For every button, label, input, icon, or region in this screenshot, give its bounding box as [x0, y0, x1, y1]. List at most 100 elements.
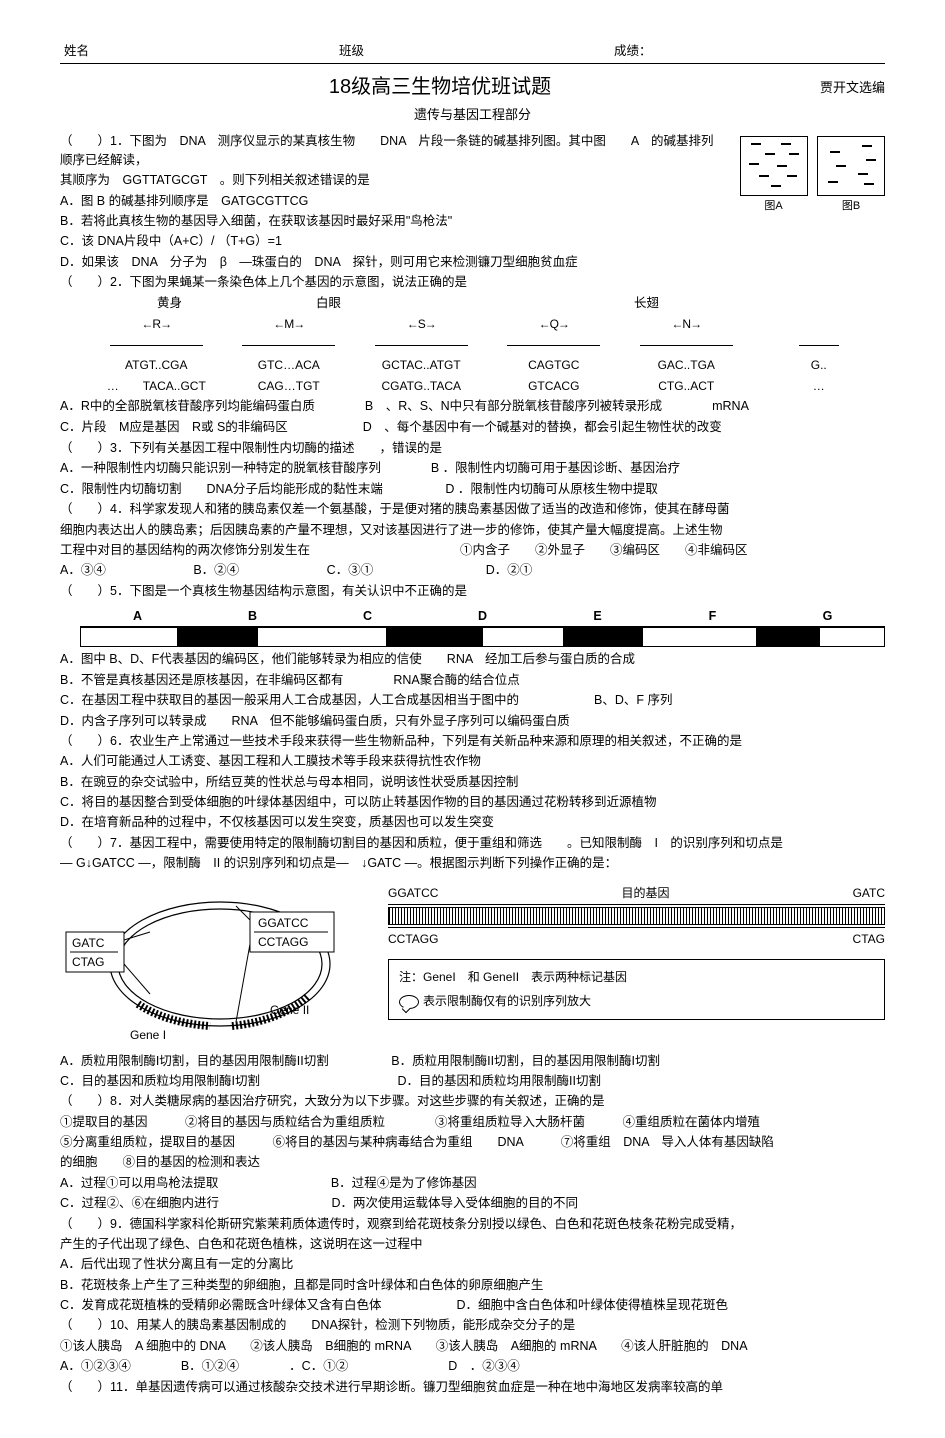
q2-arrow-4: ←N→ — [671, 317, 701, 331]
note-line-2: 表示限制酶仅有的识别序列放大 — [423, 994, 591, 1008]
target-right-top: GATC — [853, 884, 885, 903]
q9-stem-1: （ ）9．德国科学家科伦斯研究紫茉莉质体遗传时，观察到给花斑枝条分别授以绿色、白… — [60, 1215, 885, 1234]
q2-seq1-5: G.. — [753, 356, 886, 375]
figure-b: 图B — [817, 136, 885, 215]
q9-stem-2: 产生的子代出现了绿色、白色和花斑色植株，这说明在这一过程中 — [60, 1235, 885, 1254]
q2-seq2-1: CAG…TGT — [223, 377, 356, 396]
q9-opt-a: A．后代出现了性状分离且有一定的分离比 — [60, 1255, 885, 1274]
q5-schematic: ABCDEFG — [80, 607, 885, 646]
q10-stem: （ ）10、用某人的胰岛素基因制成的 DNA探针，检测下列物质，能形成杂交分子的… — [60, 1316, 885, 1335]
q6-stem: （ ）6．农业生产上常通过一些技术手段来获得一些生物新品种，下列是有关新品种来源… — [60, 732, 885, 751]
q1-opt-b: B．若将此真核生物的基因导入细菌，在获取该基因时最好采用"鸟枪法" — [60, 212, 885, 231]
q1-opt-d: D．如果该 DNA 分子为 β —珠蛋白的 DNA 探针，则可用它来检测镰刀型细… — [60, 253, 885, 272]
q6-opt-c: C．将目的基因整合到受体细胞的叶绿体基因组中，可以防止转基因作物的目的基因通过花… — [60, 793, 885, 812]
q6-opt-b: B．在豌豆的杂交试验中，所结豆荚的性状总与母本相同，说明该性状受质基因控制 — [60, 773, 885, 792]
q6-opt-d: D．在培育新品种的过程中，不仅核基因可以发生突变，质基因也可以发生突变 — [60, 813, 885, 832]
q2-gene-header: 黄身 白眼 长翅 — [90, 294, 885, 313]
q2-bar-row — [90, 335, 885, 354]
q8-steps-2: ⑤分离重组质粒，提取目的基因 ⑥将目的基因与某种病毒结合为重组 DNA ⑦将重组… — [60, 1133, 885, 1152]
q2-seq2-4: CTG..ACT — [620, 377, 753, 396]
q7-opt-ab: A．质粒用限制酶I切割，目的基因用限制酶II切割 B．质粒用限制酶II切割，目的… — [60, 1052, 885, 1071]
target-left-bot: CCTAGG — [388, 930, 438, 949]
q8-opt-cd: C．过程②、⑥在细胞内进行 D．两次使用运载体导入受体细胞的目的不同 — [60, 1194, 885, 1213]
q7-opt-cd: C．目的基因和质粒均用限制酶I切割 D．目的基因和质粒均用限制酶II切割 — [60, 1072, 885, 1091]
svg-text:Gene I: Gene I — [130, 1028, 166, 1042]
q2-seq1-0: ATGT..CGA — [90, 356, 223, 375]
svg-text:CCTAGG: CCTAGG — [258, 935, 308, 949]
q5-stem: （ ）5．下图是一个真核生物基因结构示意图，有关认识中不正确的是 — [60, 582, 885, 601]
svg-text:Gene II: Gene II — [270, 1003, 309, 1017]
plasmid-diagram: GATC CTAG GGATCC CCTAGG Gene I Gene II — [60, 884, 370, 1044]
q2-head-0: 黄身 — [90, 294, 249, 313]
header-score: 成绩： — [610, 40, 885, 63]
q2-seq1-3: CAGTGC — [488, 356, 621, 375]
q10-opts: A．①②③④ B．①②④ ．C．①② D ．②③④ — [60, 1357, 885, 1376]
q2-arrow-2: ←S→ — [407, 317, 436, 331]
q1-opt-c: C．该 DNA片段中（A+C）/ （T+G）=1 — [60, 232, 885, 251]
title-row: 贾开文选编 18级高三生物培优班试题 — [60, 72, 885, 103]
q10-list: ①该人胰岛 A 细胞中的 DNA ②该人胰岛 B细胞的 mRNA ③该人胰岛 A… — [60, 1337, 885, 1356]
q2-head-3: 长翅 — [567, 294, 726, 313]
q2-head-1: 白眼 — [249, 294, 408, 313]
author: 贾开文选编 — [820, 78, 885, 98]
q2-arrow-row: ←R→ ←M→ ←S→ ←Q→ ←N→ — [90, 315, 885, 334]
q3-opt-ab: A．一种限制性内切酶只能识别一种特定的脱氧核苷酸序列 B ．限制性内切酶可用于基… — [60, 459, 885, 478]
q2-head-2 — [408, 294, 567, 313]
q2-seq2-2: CGATG..TACA — [355, 377, 488, 396]
q9-opt-cd: C．发育成花斑植株的受精卵必需既含叶绿体又含有白色体 D．细胞中含白色体和叶绿体… — [60, 1296, 885, 1315]
figure-b-label: 图B — [817, 198, 885, 215]
q2-arrow-0: ←R→ — [141, 317, 171, 331]
q7-diagram-row: GATC CTAG GGATCC CCTAGG Gene I Gene II G… — [60, 884, 885, 1044]
speech-bubble-icon — [399, 995, 419, 1009]
q6-opt-a: A．人们可能通过人工诱变、基因工程和人工膜技术等手段来获得抗性农作物 — [60, 752, 885, 771]
q4-stem-1: （ ）4．科学家发现人和猪的胰岛素仅差一个氨基酸，于是便对猪的胰岛素基因做了适当… — [60, 500, 885, 519]
main-title: 18级高三生物培优班试题 — [329, 72, 551, 103]
q2-stem: （ ）2．下图为果蝇某一条染色体上几个基因的示意图，说法正确的是 — [60, 273, 885, 292]
q5-opt-a: A．图中 B、D、F代表基因的编码区，他们能够转录为相应的信使 RNA 经加工后… — [60, 650, 885, 669]
q7-stem-1: （ ）7．基因工程中，需要使用特定的限制酶切割目的基因和质粒，便于重组和筛选 。… — [60, 834, 885, 853]
q3-opt-cd: C．限制性内切酶切割 DNA分子后均能形成的黏性末端 D ．限制性内切酶可从原核… — [60, 480, 885, 499]
q4-opts: A．③④ B．②④ C．③① D．②① — [60, 561, 885, 580]
q8-steps-3: 的细胞 ⑧目的基因的检测和表达 — [60, 1153, 885, 1172]
svg-text:GATC: GATC — [72, 936, 105, 950]
q8-steps-1: ①提取目的基因 ②将目的基因与质粒结合为重组质粒 ③将重组质粒导入大肠杆菌 ④重… — [60, 1113, 885, 1132]
svg-text:GGATCC: GGATCC — [258, 916, 309, 930]
q2-seq2-0: … TACA..GCT — [90, 377, 223, 396]
q4-stem-3: 工程中对目的基因结构的两次修饰分别发生在 ①内含子 ②外显子 ③编码区 ④非编码… — [60, 541, 885, 560]
q2-seq1-4: GAC..TGA — [620, 356, 753, 375]
figures-ab: 图A 图B — [734, 136, 885, 215]
q2-head-4 — [726, 294, 885, 313]
q2-seq2-5: … — [753, 377, 886, 396]
figure-a: 图A — [740, 136, 808, 215]
svg-text:CTAG: CTAG — [72, 955, 104, 969]
section-subtitle: 遗传与基因工程部分 — [60, 105, 885, 125]
header-class: 班级 — [335, 40, 610, 63]
q2-arrow-3: ←Q→ — [539, 317, 569, 331]
q2-seq1-1: GTC…ACA — [223, 356, 356, 375]
q8-stem: （ ）8．对人类糖尿病的基因治疗研究，大致分为以下步骤。对这些步骤的有关叙述，正… — [60, 1092, 885, 1111]
q5-opt-b: B．不管是真核基因还是原核基因，在非编码区都有 RNA聚合酶的结合位点 — [60, 671, 885, 690]
figure-a-label: 图A — [740, 198, 808, 215]
q3-stem: （ ）3．下列有关基因工程中限制性内切酶的描述 ，错误的是 — [60, 439, 885, 458]
target-left-top: GGATCC — [388, 884, 438, 903]
target-right-bot: CTAG — [853, 930, 885, 949]
q2-arrow-1: ←M→ — [273, 317, 304, 331]
q2-opt-cd: C．片段 M应是基因 R或 S的非编码区 D 、每个基因中有一个碱基对的替换，都… — [60, 418, 885, 437]
target-mid-label: 目的基因 — [622, 884, 670, 903]
q2-seq2-row: … TACA..GCT CAG…TGT CGATG..TACA GTCACG C… — [90, 377, 885, 396]
q5-opt-d: D．内含子序列可以转录成 RNA 但不能够编码蛋白质，只有外显子序列可以编码蛋白… — [60, 712, 885, 731]
q9-opt-b: B．花斑枝条上产生了三种类型的卵细胞，且都是同时含叶绿体和白色体的卵原细胞产生 — [60, 1276, 885, 1295]
header-row: 姓名 班级 成绩： — [60, 40, 885, 64]
q5-opt-c: C．在基因工程中获取目的基因一般采用人工合成基因，人工合成基因相当于图中的 B、… — [60, 691, 885, 710]
target-gene-bar — [388, 907, 885, 925]
q2-seq1-row: ATGT..CGA GTC…ACA GCTAC..ATGT CAGTGC GAC… — [90, 356, 885, 375]
q11-stem: （ ）11．单基因遗传病可以通过核酸杂交技术进行早期诊断。镰刀型细胞贫血症是一种… — [60, 1378, 885, 1397]
header-name: 姓名 — [60, 40, 335, 63]
q8-opt-ab: A．过程①可以用鸟枪法提取 B．过程④是为了修饰基因 — [60, 1174, 885, 1193]
note-box: 注：GeneI 和 GeneII 表示两种标记基因 表示限制酶仅有的识别序列放大 — [388, 959, 885, 1020]
q2-opt-ab: A．R中的全部脱氧核苷酸序列均能编码蛋白质 B 、R、S、N中只有部分脱氧核苷酸… — [60, 397, 885, 416]
q4-stem-2: 细胞内表达出人的胰岛素；后因胰岛素的产量不理想，又对该基因进行了进一步的修饰，使… — [60, 521, 885, 540]
note-line-1: 注：GeneI 和 GeneII 表示两种标记基因 — [399, 968, 874, 987]
q2-seq1-2: GCTAC..ATGT — [355, 356, 488, 375]
q7-stem-2: — G↓GATCC —，限制酶 II 的识别序列和切点是— ↓GATC —。根据… — [60, 854, 885, 873]
